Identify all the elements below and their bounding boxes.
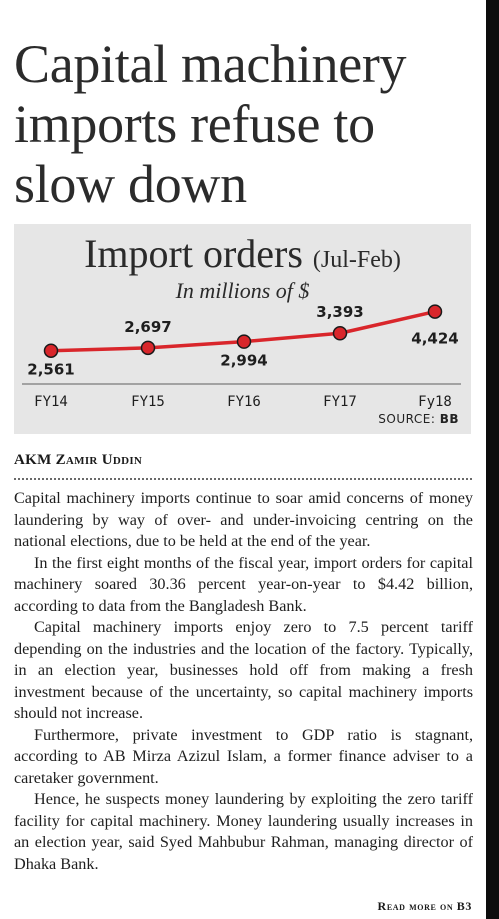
data-point	[427, 304, 443, 319]
chart-source-label: SOURCE:	[378, 412, 436, 426]
data-point	[43, 343, 59, 358]
x-tick-label: FY14	[34, 394, 68, 410]
data-label: 2,561	[27, 361, 74, 379]
paragraph: Capital machinery imports enjoy zero to …	[14, 618, 473, 722]
chart-title-suffix: (Jul-Feb)	[312, 247, 401, 273]
read-more-link[interactable]: Read more on B3	[377, 899, 472, 913]
chart-title: Import orders (Jul-Feb)	[14, 230, 471, 277]
data-point	[140, 340, 156, 356]
byline: AKM Zamir Uddin	[14, 452, 143, 468]
headline: Capital machinery imports refuse to slow…	[14, 34, 407, 214]
x-tick-label: FY17	[323, 394, 357, 410]
dotted-divider	[14, 478, 472, 480]
data-label: 4,424	[411, 330, 458, 348]
page-edge-bar	[486, 0, 499, 919]
import-orders-chart: Import orders (Jul-Feb) In millions of $…	[14, 224, 471, 434]
data-label: 3,393	[316, 303, 363, 321]
paragraph: Furthermore, private investment to GDP r…	[14, 725, 473, 787]
chart-source: SOURCE: BB	[378, 412, 459, 426]
paragraph: Capital machinery imports continue to so…	[14, 489, 473, 550]
data-label: 2,994	[220, 352, 267, 370]
x-tick-label: Fy18	[418, 394, 452, 410]
paragraph: Hence, he suspects money laundering by e…	[14, 790, 473, 873]
chart-source-name: BB	[439, 412, 459, 426]
chart-title-main: Import orders	[84, 231, 303, 276]
x-tick-label: FY15	[131, 394, 165, 410]
chart-subtitle: In millions of $	[175, 278, 310, 303]
chart-plot: 2,561 2,697 2,994 3,393 4,424 FY14 FY15 FY16 FY1…	[22, 303, 461, 410]
data-label: 2,697	[124, 318, 171, 336]
data-point	[332, 325, 348, 341]
article-body: Capital machinery imports continue to so…	[14, 488, 473, 875]
data-point	[236, 334, 252, 349]
x-tick-label: FY16	[227, 394, 261, 410]
paragraph: In the first eight months of the fiscal …	[14, 553, 473, 615]
